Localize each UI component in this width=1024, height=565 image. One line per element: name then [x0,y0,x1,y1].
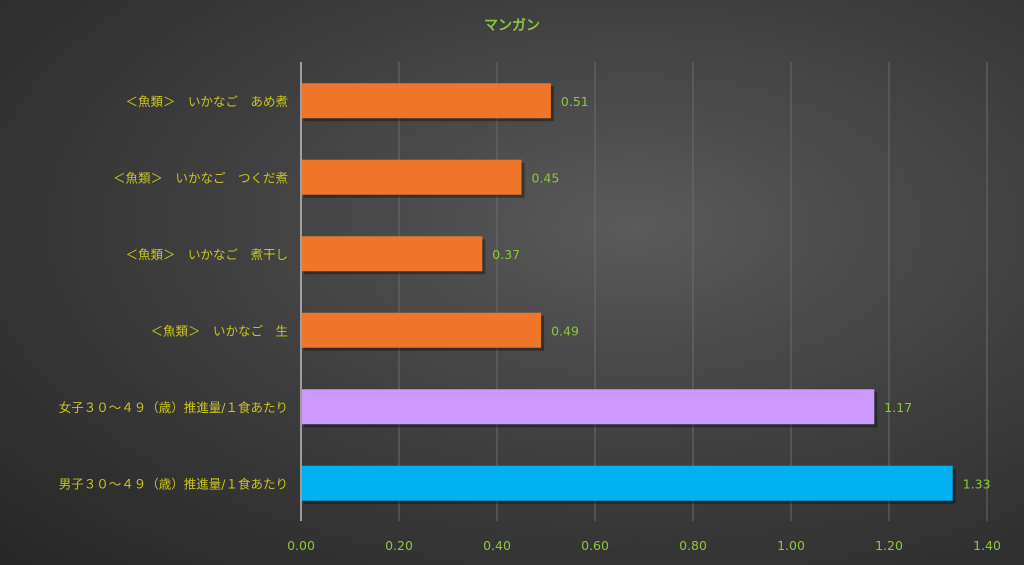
bar [302,236,483,272]
x-tick-label: 0.40 [483,538,511,553]
chart-title: マンガン [484,18,540,34]
data-label: 0.37 [492,247,520,262]
category-label: 男子３０～４９（歳）推進量/１食あたり [59,476,288,491]
category-label: ＜魚類＞ いかなご 生 [150,323,288,338]
x-tick-label: 0.00 [287,538,315,553]
data-label: 1.33 [963,476,991,491]
category-label: 女子３０～４９（歳）推進量/１食あたり [59,400,288,415]
category-label: ＜魚類＞ いかなご 煮干し [125,247,288,262]
bar [302,159,522,195]
data-label: 0.51 [561,94,589,109]
category-label: ＜魚類＞ いかなご あめ煮 [125,94,288,109]
data-label: 0.45 [532,170,560,185]
x-tick-label: 0.20 [385,538,413,553]
bar [302,465,953,501]
data-label: 0.49 [551,323,579,338]
data-label: 1.17 [884,400,912,415]
x-tick-label: 1.20 [875,538,903,553]
x-tick-label: 0.60 [581,538,609,553]
category-label: ＜魚類＞ いかなご つくだ煮 [113,170,288,185]
x-tick-label: 1.40 [973,538,1001,553]
bar [302,389,875,425]
bar [302,312,542,348]
x-tick-label: 0.80 [679,538,707,553]
x-tick-label: 1.00 [777,538,805,553]
bar [302,83,551,119]
